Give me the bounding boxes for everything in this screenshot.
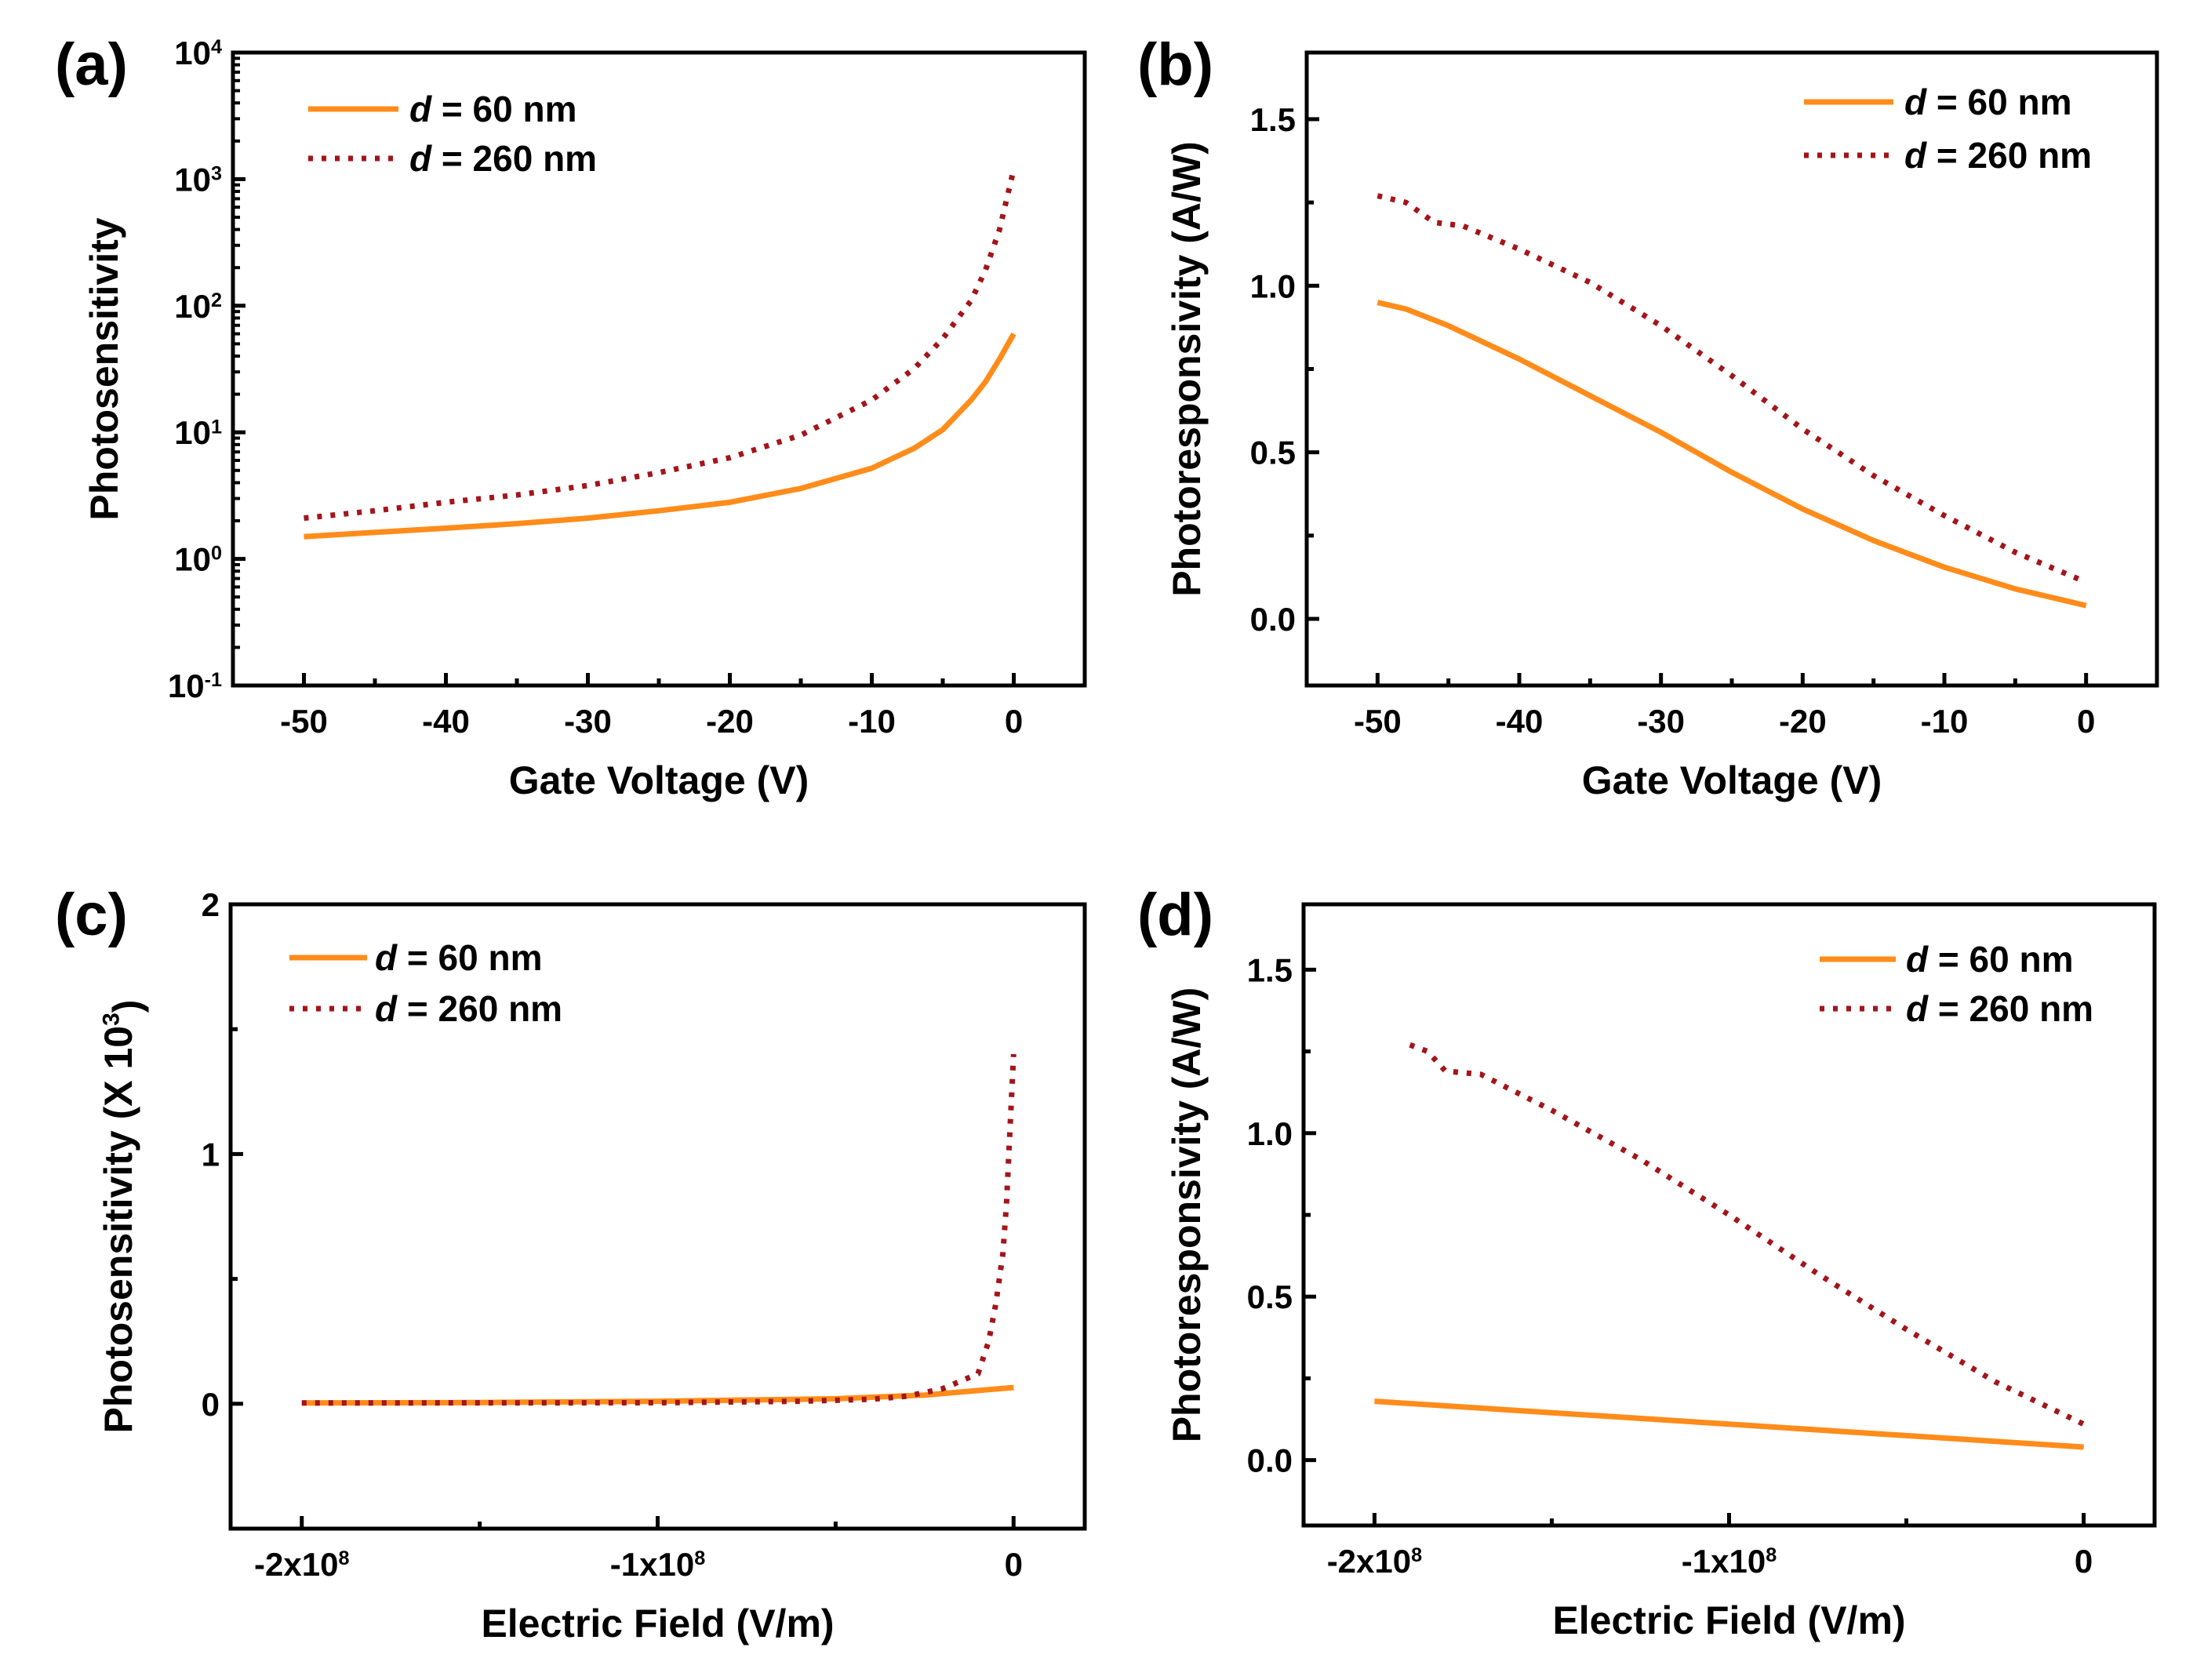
- x-tick-label: 0: [2077, 703, 2095, 740]
- series-line-d260: [1409, 1042, 2086, 1427]
- y-tick-label: 1.0: [1247, 1115, 1293, 1152]
- y-tick-label: 1.0: [1250, 267, 1296, 304]
- x-tick-label: -30: [564, 703, 612, 740]
- x-tick-label: -40: [422, 703, 470, 740]
- x-tick-label: -30: [1637, 703, 1685, 740]
- panel-c: (c) -2x108 -1x108 0 0 1 2 Electric Field (V/m) P…: [55, 882, 1087, 1645]
- legend-label: d = 60 nm: [409, 89, 576, 129]
- y-tick-label: 0: [202, 1386, 220, 1423]
- x-tick-label: 0: [2075, 1543, 2093, 1580]
- legend-label: d = 260 nm: [409, 138, 597, 179]
- plot-frame: [231, 50, 1087, 688]
- panel-a: (a) -50 -40 -30 -20 -10 0 10-1 100 101 102 103 104 Ga…: [55, 31, 1087, 802]
- legend-label: d = 60 nm: [1904, 82, 2071, 122]
- y-tick-label: 100: [174, 541, 222, 578]
- x-tick-label: -20: [1779, 703, 1827, 740]
- y-tick-label: 1.5: [1250, 101, 1296, 138]
- x-tick-label: -40: [1496, 703, 1544, 740]
- legend-label: d = 60 nm: [1906, 939, 2073, 980]
- legend-label: d = 260 nm: [1906, 988, 2093, 1029]
- y-axis-title: Photoresponsivity (A/W): [1165, 141, 1209, 597]
- series-line-d260: [301, 1053, 1017, 1406]
- series-line-d60: [304, 332, 1017, 540]
- y-axis-title: Photosensitivity (X 103): [96, 1000, 149, 1434]
- series-line-d260: [304, 168, 1017, 522]
- y-tick-label: 101: [174, 414, 222, 451]
- y-tick-label: 1: [202, 1136, 220, 1173]
- x-axis-title: Gate Voltage (V): [1582, 758, 1882, 802]
- x-tick-label: 0: [1005, 1546, 1023, 1583]
- legend: d = 60 nm d = 260 nm: [1804, 82, 2092, 176]
- y-axis-title: Photosensitivity: [82, 217, 126, 520]
- legend-label: d = 260 nm: [1904, 135, 2092, 176]
- x-tick-label: -50: [1354, 703, 1402, 740]
- series-line-d60: [1377, 300, 2087, 609]
- x-tick-label: -20: [706, 703, 754, 740]
- legend-label: d = 260 nm: [375, 988, 562, 1029]
- y-tick-label: 104: [174, 35, 222, 71]
- x-tick-label: -1x108: [1682, 1543, 1777, 1580]
- legend: d = 60 nm d = 260 nm: [1820, 939, 2093, 1029]
- x-tick-label: -1x108: [610, 1546, 705, 1583]
- plot-frame: [228, 902, 1087, 1531]
- y-tick-label: 0.0: [1250, 601, 1296, 638]
- y-tick-label: 10-1: [168, 667, 222, 704]
- x-tick-label: 0: [1005, 703, 1023, 740]
- series-line-d260: [1377, 193, 2088, 585]
- y-tick-label: 0.0: [1247, 1442, 1293, 1479]
- legend: d = 60 nm d = 260 nm: [308, 89, 597, 179]
- panel-label: (a): [55, 31, 128, 98]
- panel-label: (d): [1137, 882, 1213, 948]
- legend: d = 60 nm d = 260 nm: [289, 937, 562, 1029]
- panel-b: (b) -50 -40 -30 -20 -10 0 0.0 0.5 1.0 1.5 Gate Volt…: [1137, 31, 2159, 802]
- y-tick-label: 0.5: [1250, 435, 1296, 471]
- x-tick-label: -50: [280, 703, 328, 740]
- y-tick-label: 103: [174, 161, 222, 198]
- y-tick-label: 0.5: [1247, 1278, 1293, 1315]
- y-tick-label: 1.5: [1247, 951, 1293, 988]
- x-tick-label: -2x108: [254, 1546, 349, 1583]
- y-tick-label: 102: [174, 288, 222, 325]
- panel-label: (c): [55, 882, 128, 948]
- y-axis-title: Photoresponsivity (A/W): [1165, 987, 1209, 1443]
- x-tick-label: -2x108: [1327, 1543, 1422, 1580]
- y-tick-label: 2: [202, 886, 220, 923]
- series-line-d60: [1374, 1398, 2084, 1450]
- x-tick-label: -10: [1921, 703, 1969, 740]
- panel-label: (b): [1137, 31, 1213, 98]
- x-tick-label: -10: [848, 703, 896, 740]
- x-axis-title: Electric Field (V/m): [1552, 1598, 1905, 1642]
- x-axis-title: Electric Field (V/m): [481, 1602, 834, 1645]
- x-axis-title: Gate Voltage (V): [509, 758, 809, 802]
- panel-d: (d) -2x108 -1x108 0 0.0 0.5 1.0 1.5 Electric Fie…: [1137, 882, 2157, 1642]
- legend-label: d = 60 nm: [375, 937, 542, 978]
